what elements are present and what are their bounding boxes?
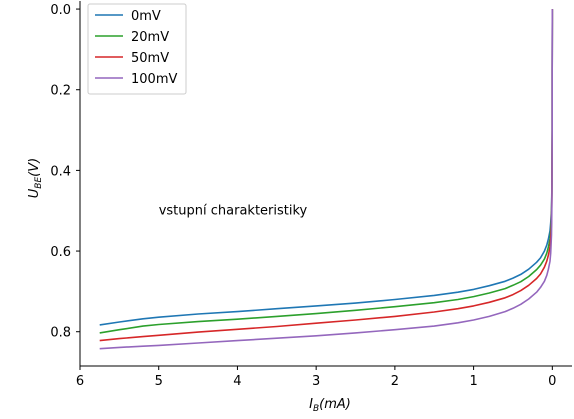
x-axis-label: IB(mA) — [309, 397, 351, 414]
ticks: 6 5 4 3 2 1 0 0.0 0.2 0.4 0.6 0.8 — [50, 3, 556, 389]
x-tick-label: 2 — [391, 374, 399, 389]
plot-lines — [99, 9, 554, 350]
y-tick-label: 0.4 — [50, 164, 71, 179]
x-tick-label: 6 — [76, 374, 84, 389]
y-tick-label: 0.8 — [50, 326, 71, 341]
legend-label: 100mV — [131, 72, 177, 87]
legend-frame — [87, 3, 187, 95]
y-tick-label: 0.0 — [50, 3, 71, 18]
x-tick-label: 4 — [233, 374, 241, 389]
y-tick-label: 0.6 — [50, 245, 71, 260]
axes — [79, 1, 572, 367]
annotation: vstupní charakteristiky — [159, 204, 308, 219]
x-tick-label: 3 — [312, 374, 320, 389]
legend-label: 50mV — [131, 51, 169, 66]
series-line-100mV — [99, 9, 554, 350]
y-tick-label: 0.2 — [50, 84, 71, 99]
x-tick-label: 5 — [155, 374, 163, 389]
y-axis-label: UBE(V) — [27, 158, 44, 198]
x-tick-label: 0 — [548, 374, 556, 389]
legend-label: 20mV — [131, 30, 169, 45]
legend-label: 0mV — [131, 9, 161, 24]
x-tick-label: 1 — [469, 374, 477, 389]
legend: 0mV 20mV 50mV 100mV — [87, 3, 187, 95]
